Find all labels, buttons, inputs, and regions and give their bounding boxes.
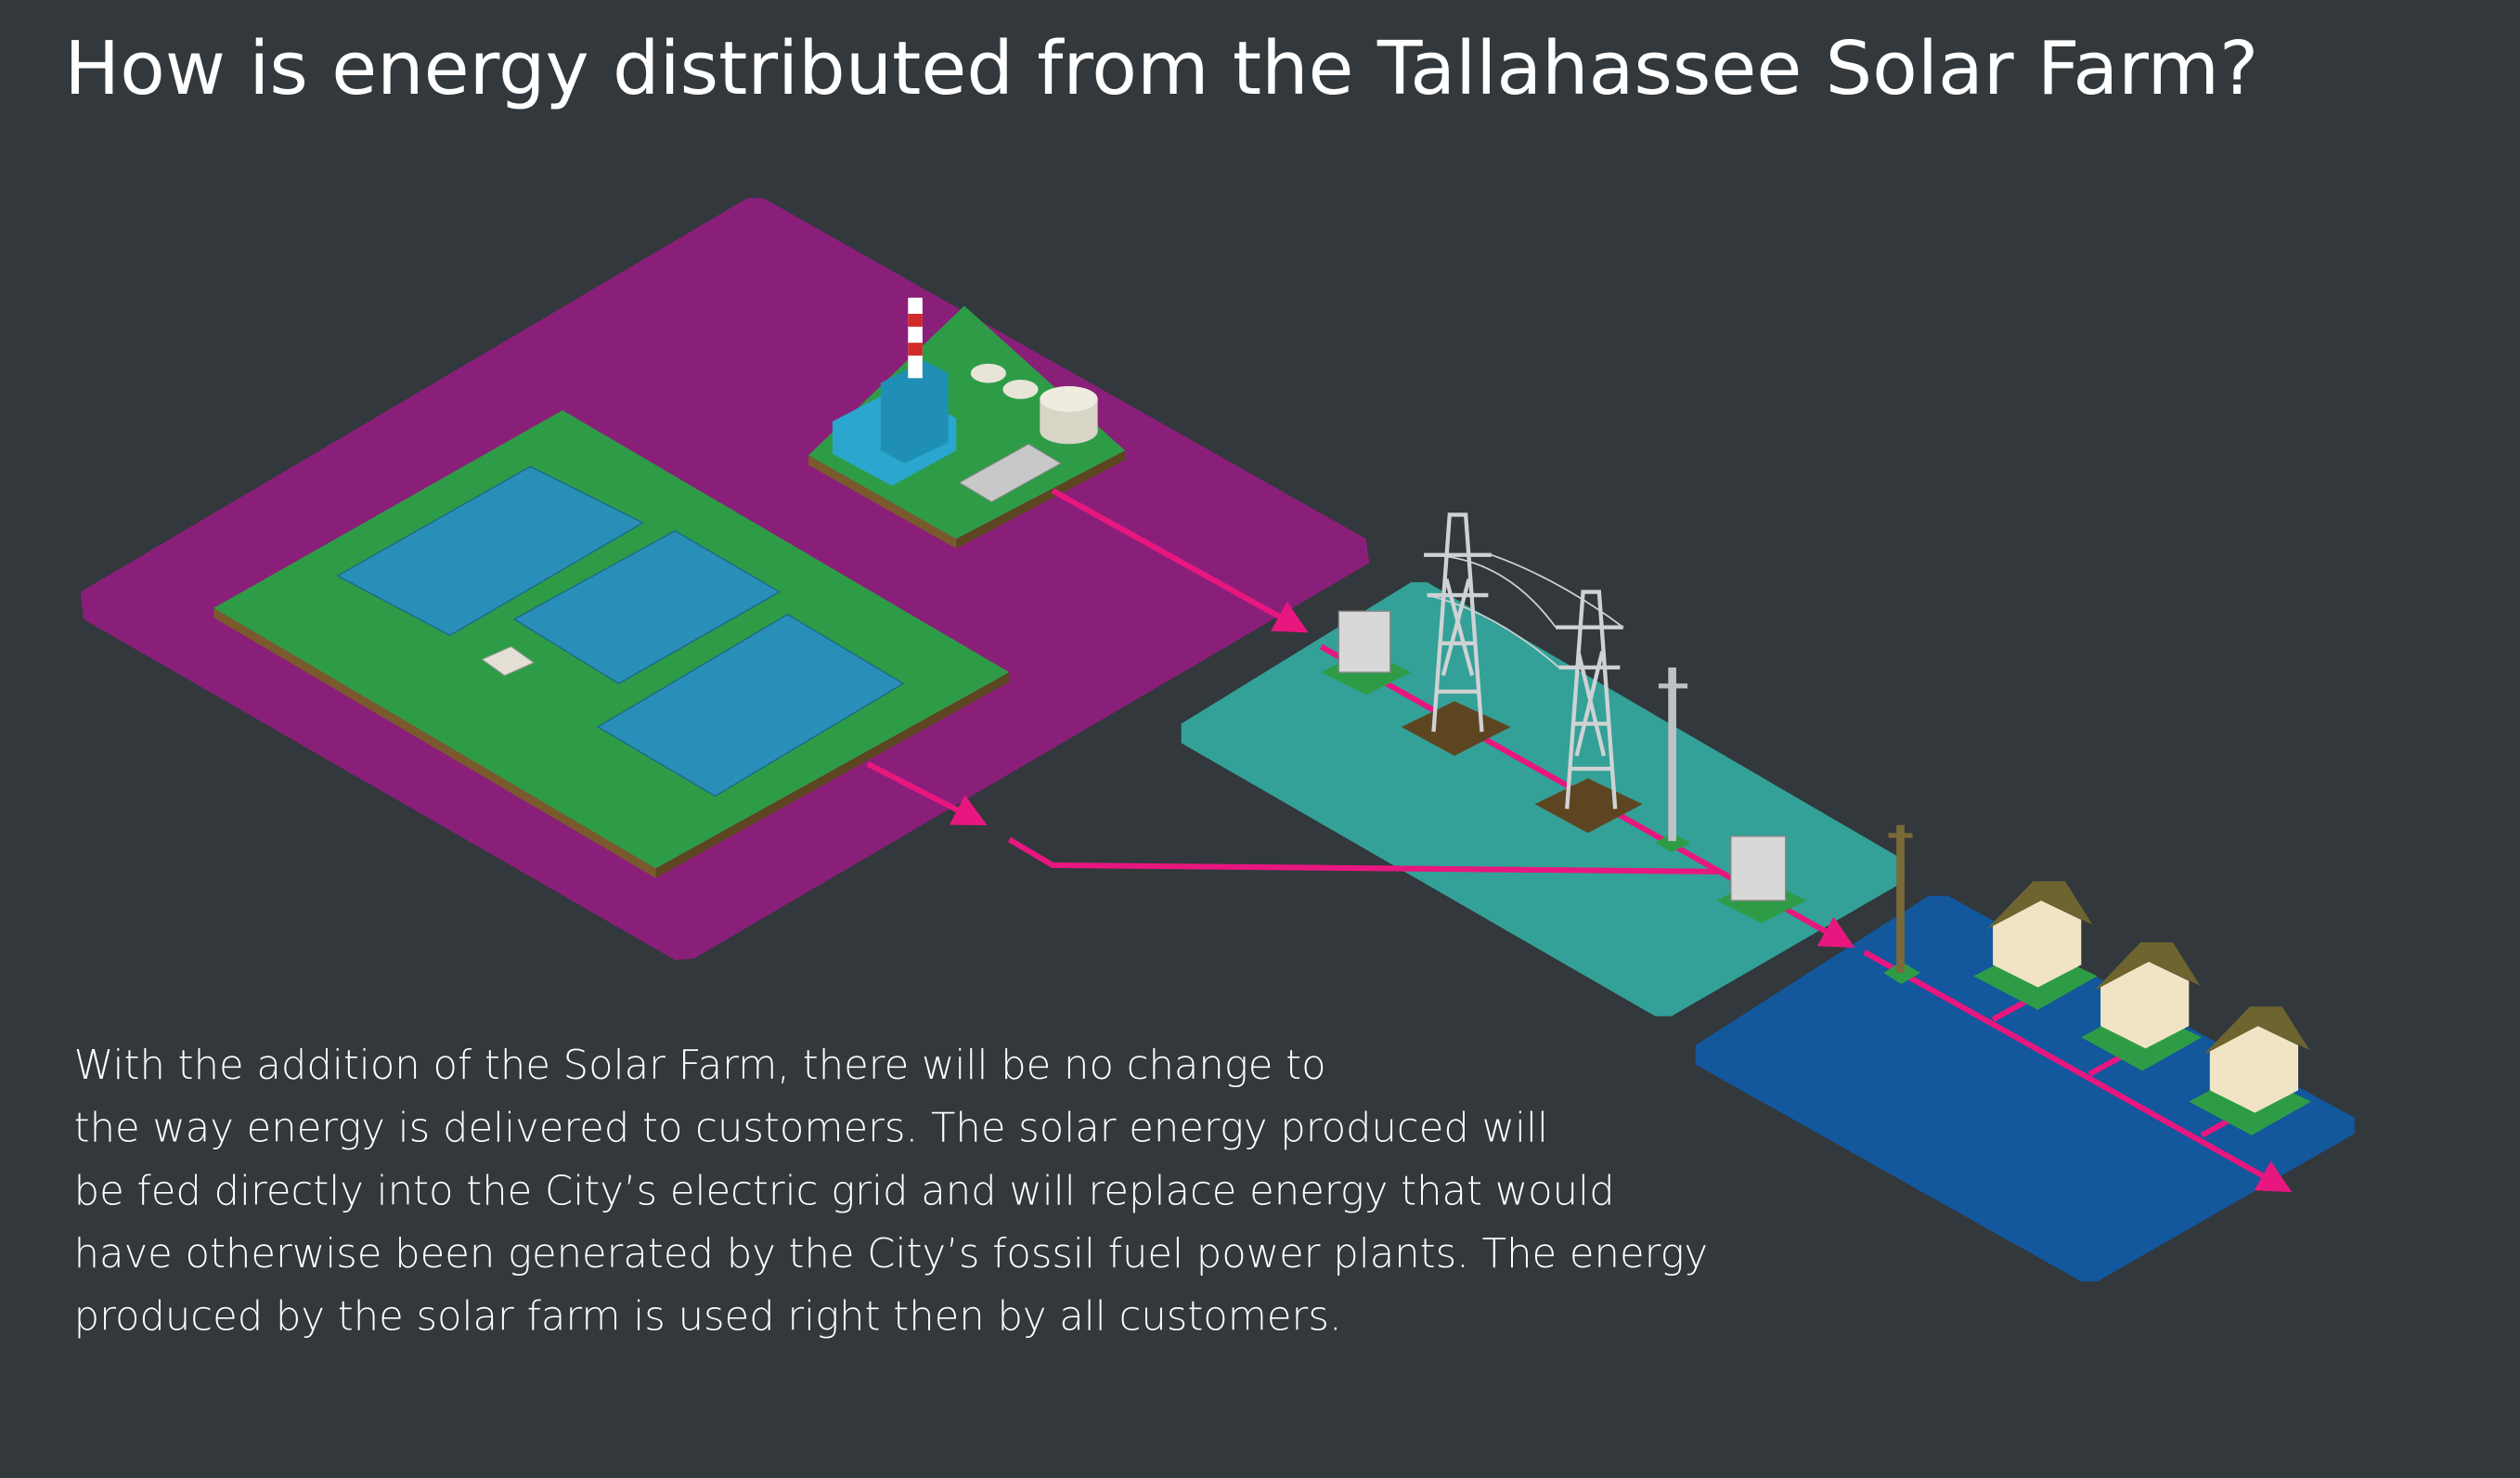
page-title: How is energy distributed from the Talla… <box>64 25 2258 111</box>
power-plant-icon <box>808 297 1126 549</box>
substation-icon <box>1716 836 1807 924</box>
description-paragraph: With the addition of the Solar Farm, the… <box>74 1043 1709 1340</box>
description-line: be fed directly into the City’s electric… <box>74 1168 1615 1214</box>
house-icon <box>2189 1006 2311 1135</box>
description-line: With the addition of the Solar Farm, the… <box>74 1043 1326 1089</box>
house-icon <box>1973 881 2098 1010</box>
solar-farm-icon <box>213 409 1010 878</box>
transmission-zone <box>1181 582 1905 1017</box>
transmission-tower-icon <box>1534 590 1643 834</box>
substation-icon <box>1321 610 1412 695</box>
description-line: produced by the solar farm is used right… <box>74 1293 1342 1340</box>
power-lines <box>1424 553 1624 668</box>
distribution-line <box>1863 949 2293 1193</box>
distribution-zone <box>1695 895 2355 1282</box>
solar-to-grid-arrow <box>866 761 988 825</box>
utility-pole-icon <box>1883 824 1921 985</box>
description-line: have otherwise been generated by the Cit… <box>74 1231 1709 1277</box>
transmission-tower-icon <box>1401 512 1511 757</box>
description-line: the way energy is delivered to customers… <box>74 1106 1548 1152</box>
solar-feed-line <box>1007 836 1720 875</box>
house-icon <box>2081 942 2203 1071</box>
plant-to-grid-arrow <box>1051 487 1309 633</box>
utility-pole-icon <box>1655 667 1691 853</box>
